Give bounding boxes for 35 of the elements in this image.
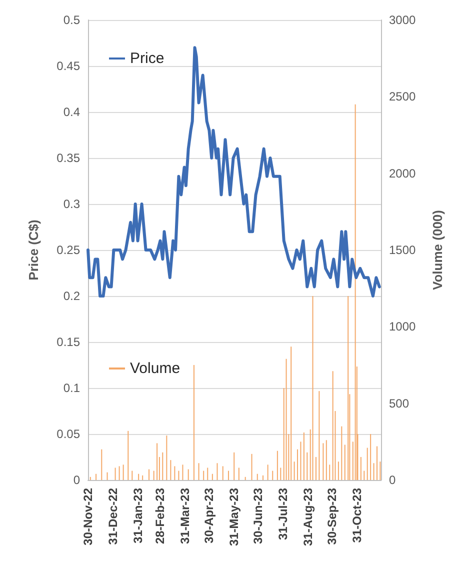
- y-tick-label: 0.5: [63, 13, 80, 27]
- y-tick-label: 0.2: [63, 289, 80, 303]
- legend-label: Volume: [130, 360, 180, 377]
- legend-label: Price: [130, 50, 164, 67]
- y2-tick-label: 2500: [389, 90, 416, 104]
- x-tick-label: 30-Sep-23: [325, 488, 340, 545]
- y2-tick-label: 1500: [389, 243, 416, 257]
- y2-tick-label: 2000: [389, 166, 416, 180]
- x-tick-label: 30-Jun-23: [251, 488, 266, 544]
- line-series: [86, 46, 381, 298]
- x-tick-label: 31-Dec-22: [106, 488, 120, 545]
- x-tick-label: 30-Nov-22: [81, 488, 95, 546]
- x-tick-label: 31-Oct-23: [350, 488, 364, 543]
- y-axis-title: Price (C$): [26, 220, 41, 280]
- x-tick-label: 30-Apr-23: [202, 488, 216, 544]
- y-tick-label: 0.4: [63, 105, 80, 119]
- y-tick-label: 0.15: [56, 335, 80, 349]
- y2-tick-label: 500: [389, 396, 410, 410]
- y2-tick-label: 3000: [389, 13, 416, 27]
- y-tick-label: 0.3: [63, 197, 80, 211]
- y-tick-label: 0: [73, 473, 80, 487]
- x-tick-label: 31-May-23: [227, 488, 242, 546]
- y-tick-label: 0.1: [63, 381, 80, 395]
- x-tick-label: 31-Jul-23: [276, 488, 290, 540]
- y-tick-label: 0.25: [56, 243, 80, 257]
- y2-tick-label: 0: [389, 473, 396, 487]
- x-tick-label: 31-Aug-23: [300, 488, 315, 546]
- x-tick-label: 31-Mar-23: [178, 488, 192, 544]
- y2-axis-title: Volume (000): [430, 210, 445, 290]
- x-tick-label: 31-Jan-23: [130, 488, 145, 544]
- y2-tick-label: 1000: [389, 320, 416, 334]
- x-tick-label: 28-Feb-23: [153, 488, 168, 544]
- y-tick-label: 0.05: [56, 427, 80, 441]
- y-tick-label: 0.45: [56, 59, 80, 73]
- y-tick-label: 0.35: [56, 151, 80, 165]
